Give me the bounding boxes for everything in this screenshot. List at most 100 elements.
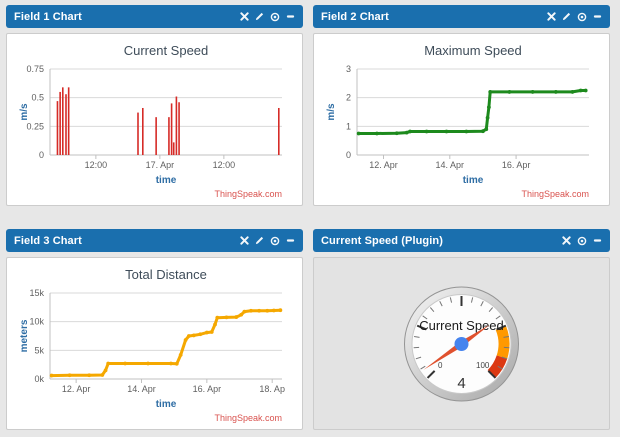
line-marker xyxy=(174,361,179,366)
y-tick-label: 0k xyxy=(34,374,44,384)
chart-title: Maximum Speed xyxy=(424,43,522,58)
field1-chart-container: Current Speed 0 0.25 0.5 0.75 12:00 17. Apr 12:… xyxy=(6,33,303,206)
line-marker xyxy=(106,361,111,366)
edit-icon[interactable] xyxy=(562,12,571,21)
line-marker xyxy=(191,333,196,338)
field2-header-icons xyxy=(547,12,602,22)
field3-title: Field 3 Chart xyxy=(14,234,82,247)
y-tick-label: 0.5 xyxy=(31,93,44,103)
y-axis-title: meters xyxy=(19,319,30,352)
bar-point xyxy=(170,103,173,155)
line-marker xyxy=(487,105,491,110)
x-axis-title: time xyxy=(156,175,177,186)
thingspeak-watermark-link[interactable]: ThingSpeak.com xyxy=(214,413,282,423)
bar-point xyxy=(172,142,175,155)
y-tick-label: 0 xyxy=(346,150,351,160)
plugin-header-icons xyxy=(562,236,602,246)
bar-point xyxy=(65,94,67,155)
collapse-icon[interactable] xyxy=(286,12,295,21)
bar-point xyxy=(59,91,61,155)
line-marker xyxy=(404,130,409,135)
gauge-tick xyxy=(470,297,474,303)
line-marker xyxy=(198,332,203,337)
privacy-icon[interactable] xyxy=(577,236,587,246)
gauge-tick xyxy=(488,307,494,313)
line-marker xyxy=(49,373,54,378)
line-marker xyxy=(249,308,253,313)
gauge-tick xyxy=(501,356,508,360)
line-marker xyxy=(213,322,217,327)
line-marker xyxy=(464,129,469,134)
plugin-header: Current Speed (Plugin) xyxy=(313,229,610,252)
thingspeak-watermark-link[interactable]: ThingSpeak.com xyxy=(214,189,282,199)
bar-point xyxy=(178,102,180,155)
collapse-icon[interactable] xyxy=(593,236,602,245)
bar-point xyxy=(155,117,157,155)
bar-point xyxy=(62,87,64,155)
close-icon[interactable] xyxy=(547,12,556,21)
collapse-icon[interactable] xyxy=(593,12,602,21)
gauge-min-label: 0 xyxy=(438,361,443,370)
gauge-tick xyxy=(495,315,501,320)
x-tick-label: 14. Apr xyxy=(436,160,465,170)
field1-header-icons xyxy=(240,12,295,22)
line-marker xyxy=(178,353,183,357)
x-tick-label: 14. Apr xyxy=(127,384,156,394)
line-marker xyxy=(123,361,128,366)
gauge-zone xyxy=(495,325,510,359)
bar-point xyxy=(67,87,70,155)
field3-header-icons xyxy=(240,236,295,246)
close-icon[interactable] xyxy=(562,236,571,245)
gauge-tick xyxy=(420,365,426,370)
line-marker xyxy=(169,361,173,366)
line-marker xyxy=(424,129,429,134)
field2-title: Field 2 Chart xyxy=(321,10,389,23)
chart-title: Current Speed xyxy=(124,43,209,58)
widget-field3-chart: Field 3 Chart Total Distance 0k 5k 10k 15k 12… xyxy=(6,229,303,430)
collapse-icon[interactable] xyxy=(286,236,295,245)
gauge-tick xyxy=(439,301,443,307)
line-marker xyxy=(215,315,220,320)
line-marker xyxy=(553,90,558,94)
widget-current-speed-plugin: Current Speed (Plugin) 0 100 Current Speed… xyxy=(313,229,610,430)
y-tick-label: 10k xyxy=(29,317,44,327)
line-marker xyxy=(183,338,188,342)
line-marker xyxy=(570,90,575,94)
line-marker xyxy=(257,308,262,313)
edit-icon[interactable] xyxy=(255,236,264,245)
line-marker xyxy=(103,368,108,373)
line-marker xyxy=(224,315,229,320)
bar-point xyxy=(56,101,59,155)
close-icon[interactable] xyxy=(240,236,249,245)
gauge-max-label: 100 xyxy=(476,361,490,370)
close-icon[interactable] xyxy=(240,12,249,21)
y-tick-label: 2 xyxy=(346,93,351,103)
x-tick-label: 12:00 xyxy=(213,160,236,170)
field1-title: Field 1 Chart xyxy=(14,10,82,23)
line-marker xyxy=(271,308,276,313)
edit-icon[interactable] xyxy=(255,12,264,21)
line-marker xyxy=(488,90,493,94)
widget-field1-chart: Field 1 Chart Current Speed 0 0.25 0.5 0.75 1… xyxy=(6,5,303,206)
thingspeak-watermark-link[interactable]: ThingSpeak.com xyxy=(521,189,589,199)
gauge-tick xyxy=(414,335,420,338)
y-tick-label: 15k xyxy=(29,288,44,298)
x-tick-label: 12. Apr xyxy=(62,384,91,394)
field2-chart-container: Maximum Speed 0 1 2 3 12. Apr 14. Apr 16. Apr m/… xyxy=(313,33,610,206)
bar-point xyxy=(137,112,139,155)
line-marker xyxy=(530,90,535,94)
chart-title: Total Distance xyxy=(125,267,207,282)
privacy-icon[interactable] xyxy=(270,236,280,246)
field3-header: Field 3 Chart xyxy=(6,229,303,252)
gauge-tick xyxy=(496,324,507,331)
y-axis-title: m/s xyxy=(19,103,30,121)
line-marker xyxy=(408,129,412,134)
x-axis-title: time xyxy=(156,399,177,410)
line-marker xyxy=(146,361,150,366)
x-tick-label: 18. Ap xyxy=(259,384,285,394)
privacy-icon[interactable] xyxy=(270,12,280,22)
privacy-icon[interactable] xyxy=(577,12,587,22)
line-series xyxy=(357,89,588,135)
gauge-tick xyxy=(449,297,453,303)
gauge-zone xyxy=(487,355,508,378)
